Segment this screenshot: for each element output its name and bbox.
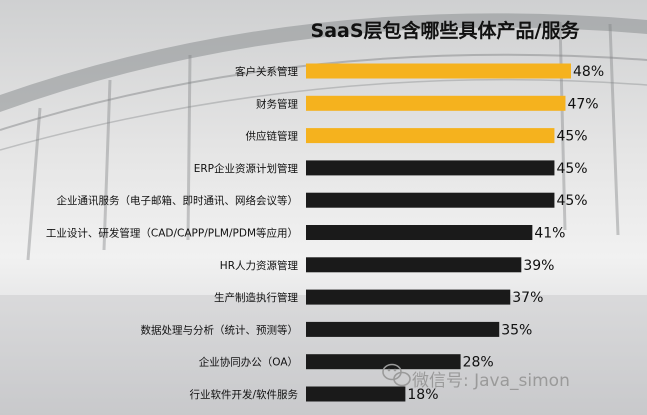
value-label: 45% [556, 129, 587, 145]
value-label: 18% [407, 387, 438, 403]
value-label: 45% [556, 161, 587, 177]
bar [306, 160, 555, 176]
watermark: 微信号: Java_simon [382, 363, 570, 391]
bar [306, 386, 406, 402]
wechat-icon [382, 363, 411, 387]
category-label: 财务管理 [256, 97, 298, 110]
category-label: 客户关系管理 [235, 65, 298, 78]
category-label: HR人力资源管理 [220, 259, 299, 272]
value-label: 28% [463, 355, 494, 371]
category-label: 行业软件开发/软件服务 [189, 388, 298, 401]
bar [306, 289, 511, 305]
value-label: 39% [523, 258, 554, 274]
value-label: 48% [573, 64, 604, 80]
category-label: 生产制造执行管理 [214, 291, 298, 304]
value-label: 37% [512, 290, 543, 306]
category-label: 工业设计、研发管理（CAD/CAPP/PLM/PDM等应用） [46, 227, 298, 240]
bar [306, 321, 500, 337]
category-label: ERP企业资源计划管理 [194, 162, 299, 175]
value-label: 45% [556, 193, 587, 209]
category-label: 企业通讯服务（电子邮箱、即时通讯、网络会议等） [57, 194, 299, 207]
bar [306, 95, 566, 111]
category-label: 数据处理与分析（统计、预测等） [141, 323, 299, 336]
watermark-text: 微信号: Java_simon [412, 371, 570, 391]
bar [306, 257, 522, 273]
bar [306, 128, 555, 144]
category-label: 供应链管理 [246, 130, 299, 143]
chart-title: SaaS层包含哪些具体产品/服务 [311, 19, 581, 42]
bar [306, 354, 461, 370]
value-label: 41% [534, 226, 565, 242]
bar [306, 192, 555, 208]
value-label: 47% [567, 96, 598, 112]
bars-layer [306, 63, 571, 402]
bar [306, 63, 571, 79]
category-label: 企业协同办公（OA） [199, 356, 298, 369]
bar [306, 225, 533, 240]
value-labels-layer: 48% 47% 45% 45% 45% 41% 39% 37% 35% 28% 18% [407, 64, 604, 403]
value-label: 35% [501, 322, 532, 338]
